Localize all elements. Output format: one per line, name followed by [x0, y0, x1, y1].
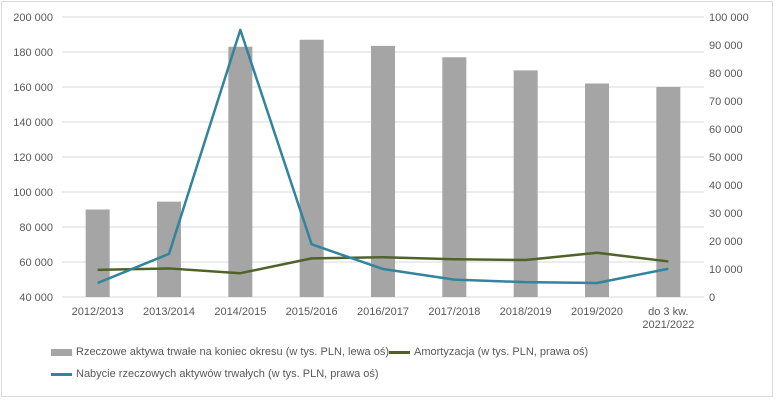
- left-tick-label: 100 000: [13, 187, 53, 199]
- right-tick-label: 100 000: [709, 12, 749, 24]
- right-tick-label: 50 000: [709, 152, 743, 164]
- right-tick-label: 70 000: [709, 96, 743, 108]
- line-nabycie: [97, 28, 669, 285]
- bar: [85, 209, 110, 297]
- x-axis-ticks: 2012/2013 2013/2014 2014/2015 2015/2016 2016…: [72, 306, 695, 331]
- left-tick-label: 160 000: [13, 82, 53, 94]
- left-tick-label: 60 000: [19, 257, 53, 269]
- x-tick-label: 2017/2018: [428, 306, 480, 318]
- left-tick-label: 40 000: [19, 292, 53, 304]
- bar: [442, 57, 467, 297]
- x-tick-label: 2016/2017: [357, 306, 409, 318]
- right-tick-label: 10 000: [709, 264, 743, 276]
- bar: [656, 87, 681, 297]
- bar: [228, 46, 253, 297]
- bar: [585, 83, 609, 297]
- x-tick-label: 2021/2022: [642, 319, 694, 331]
- left-tick-label: 180 000: [13, 47, 53, 59]
- bar: [299, 39, 324, 297]
- right-tick-label: 0: [709, 292, 715, 304]
- left-tick-label: 140 000: [13, 117, 53, 129]
- line-series: [97, 28, 669, 285]
- left-tick-label: 200 000: [13, 12, 53, 24]
- x-tick-label: 2014/2015: [214, 306, 266, 318]
- bar: [157, 201, 181, 297]
- x-tick-label: 2012/2013: [72, 306, 124, 318]
- left-tick-label: 80 000: [19, 222, 53, 234]
- right-tick-label: 40 000: [709, 180, 743, 192]
- x-tick-label: 2018/2019: [500, 306, 552, 318]
- x-tick-label: 2013/2014: [143, 306, 195, 318]
- bar-series: [85, 39, 681, 297]
- right-tick-label: 80 000: [709, 68, 743, 80]
- x-tick-label: 2019/2020: [571, 306, 623, 318]
- x-tick-label: 2015/2016: [286, 306, 338, 318]
- right-tick-label: 20 000: [709, 236, 743, 248]
- left-axis-ticks: 40 000 60 000 80 000 100 000 120 000 140 000 1…: [13, 12, 53, 304]
- x-tick-label: do 3 kw.: [648, 306, 688, 318]
- left-tick-label: 120 000: [13, 152, 53, 164]
- right-axis-ticks: 0 10 000 20 000 30 000 40 000 50 000 60 000 70 …: [709, 12, 749, 304]
- line-amortyzacja: [97, 251, 669, 275]
- right-tick-label: 60 000: [709, 124, 743, 136]
- right-tick-label: 30 000: [709, 208, 743, 220]
- bar: [371, 45, 395, 297]
- right-tick-label: 90 000: [709, 40, 743, 52]
- bar: [513, 70, 538, 297]
